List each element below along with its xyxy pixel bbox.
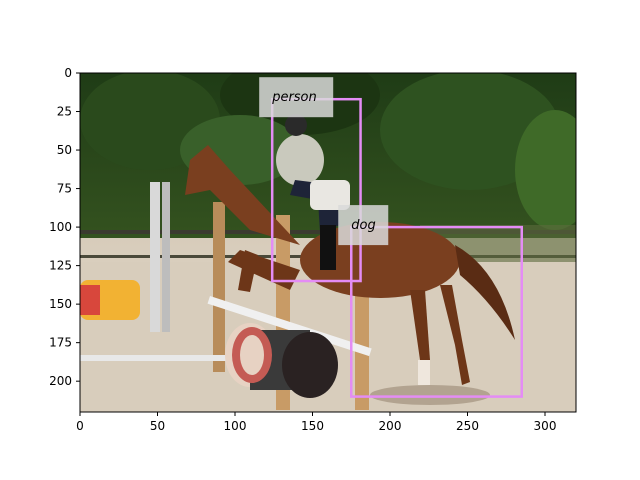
x-tick-label: 200 xyxy=(379,419,402,433)
y-axis: 0 25 50 75 100 125 150 175 200 xyxy=(49,66,80,388)
detection-label-background xyxy=(338,205,389,246)
detection-label-person: person xyxy=(271,90,317,105)
x-tick-label: 0 xyxy=(76,419,84,433)
axes-frame xyxy=(79,72,577,413)
y-tick-label: 0 xyxy=(64,66,72,80)
y-tick-label: 150 xyxy=(49,297,72,311)
detection-box-dog xyxy=(350,225,523,398)
x-tick-label: 250 xyxy=(456,419,479,433)
y-tick-label: 125 xyxy=(49,259,72,273)
y-tick-label: 175 xyxy=(49,336,72,350)
x-axis: 0 50 100 150 200 250 300 xyxy=(76,412,556,433)
detection-label-background xyxy=(259,77,334,118)
detection-overlays: person dog xyxy=(259,77,523,398)
y-tick-label: 25 xyxy=(57,105,72,119)
x-tick-label: 150 xyxy=(301,419,324,433)
y-tick-label: 50 xyxy=(57,143,72,157)
photo xyxy=(80,73,576,412)
y-tick-label: 200 xyxy=(49,374,72,388)
x-tick-label: 100 xyxy=(224,419,247,433)
x-tick-label: 300 xyxy=(534,419,557,433)
y-tick-label: 100 xyxy=(49,220,72,234)
x-tick-label: 50 xyxy=(150,419,165,433)
y-tick-label: 75 xyxy=(57,182,72,196)
detection-label-dog: dog xyxy=(351,218,375,233)
